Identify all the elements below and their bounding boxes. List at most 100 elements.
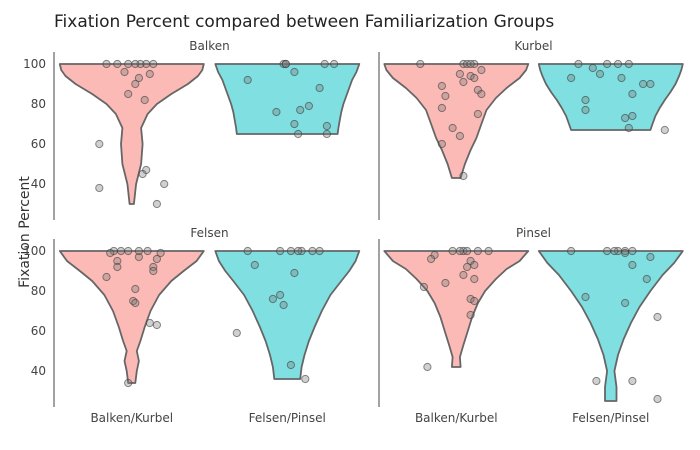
data-point — [603, 246, 612, 256]
data-point — [124, 378, 133, 388]
data-point — [131, 59, 140, 69]
data-point — [279, 59, 288, 69]
data-point — [296, 105, 305, 115]
data-point — [134, 73, 143, 83]
y-tick-label: 100 — [23, 57, 46, 71]
data-point — [160, 179, 169, 189]
data-point — [149, 266, 158, 276]
data-point — [592, 376, 601, 386]
x-tick-label: Felsen/Pinsel — [572, 411, 649, 425]
data-point — [628, 260, 637, 270]
data-point — [588, 63, 597, 73]
data-point — [149, 59, 158, 69]
violin-felsen-balken-kurbel — [58, 250, 205, 384]
data-point — [581, 292, 590, 302]
data-point — [470, 260, 479, 270]
data-point — [419, 282, 428, 292]
data-point — [286, 246, 295, 256]
data-point — [455, 246, 464, 256]
data-point — [427, 254, 436, 264]
data-point — [290, 119, 299, 129]
data-point — [315, 246, 324, 256]
data-point — [463, 246, 472, 256]
data-point — [124, 59, 133, 69]
data-point — [134, 246, 143, 256]
data-point — [463, 262, 472, 272]
data-point — [294, 129, 303, 139]
data-point — [646, 252, 655, 262]
y-tick-label: 40 — [31, 177, 46, 191]
violin-kurbel-balken-kurbel — [383, 63, 530, 179]
violin-pinsel-felsen-pinsel — [537, 250, 684, 402]
data-point — [441, 91, 450, 101]
x-tick-label: Balken/Kurbel — [415, 411, 498, 425]
data-point — [138, 169, 147, 179]
data-point — [628, 89, 637, 99]
data-point — [621, 248, 630, 258]
data-point — [473, 246, 482, 256]
data-point — [437, 139, 446, 149]
data-point — [322, 129, 331, 139]
data-point — [124, 246, 133, 256]
violin-kurbel-felsen-pinsel — [537, 63, 684, 131]
data-point — [639, 79, 648, 89]
y-tick-label: 80 — [31, 97, 46, 111]
data-point — [624, 59, 633, 69]
data-point — [448, 246, 457, 256]
data-point — [102, 272, 111, 282]
facet-title-balken: Balken — [189, 39, 229, 53]
violin-balken-balken-kurbel — [58, 63, 205, 205]
data-point — [423, 362, 432, 372]
data-point — [581, 105, 590, 115]
data-point — [470, 73, 479, 83]
data-point — [628, 111, 637, 121]
violin-felsen-felsen-pinsel — [214, 250, 361, 380]
data-point — [290, 268, 299, 278]
y-tick-label: 40 — [31, 364, 46, 378]
data-point — [466, 59, 475, 69]
y-tick-label: 100 — [23, 244, 46, 258]
data-point — [646, 79, 655, 89]
data-point — [120, 67, 129, 77]
data-point — [95, 183, 104, 193]
data-point — [473, 109, 482, 119]
y-tick-label: 80 — [31, 284, 46, 298]
data-point — [281, 59, 290, 69]
facet-title-pinsel: Pinsel — [516, 226, 551, 240]
data-point — [290, 67, 299, 77]
data-point — [660, 125, 669, 135]
data-point — [152, 199, 161, 209]
data-point — [276, 290, 285, 300]
data-point — [416, 59, 425, 69]
data-point — [628, 376, 637, 386]
data-point — [113, 262, 122, 272]
data-point — [466, 310, 475, 320]
chart-title: Fixation Percent compared between Famili… — [54, 12, 554, 32]
facet-title-felsen: Felsen — [190, 226, 228, 240]
data-point — [441, 278, 450, 288]
data-point — [470, 296, 479, 306]
data-point — [628, 246, 637, 256]
data-point — [621, 113, 630, 123]
data-point — [276, 246, 285, 256]
data-point — [156, 248, 165, 258]
data-point — [477, 89, 486, 99]
data-point — [455, 69, 464, 79]
data-point — [320, 59, 329, 69]
y-tick-label: 60 — [31, 324, 46, 338]
data-point — [603, 59, 612, 69]
violin-pinsel-balken-kurbel — [383, 250, 530, 368]
data-point — [567, 246, 576, 256]
data-point — [232, 328, 241, 338]
data-point — [131, 284, 140, 294]
data-point — [268, 294, 277, 304]
data-point — [304, 101, 313, 111]
data-point — [459, 270, 468, 280]
data-point — [437, 103, 446, 113]
data-point — [134, 252, 143, 262]
data-point — [595, 69, 605, 79]
data-point — [613, 59, 623, 69]
data-point — [116, 246, 126, 256]
data-point — [308, 246, 317, 256]
